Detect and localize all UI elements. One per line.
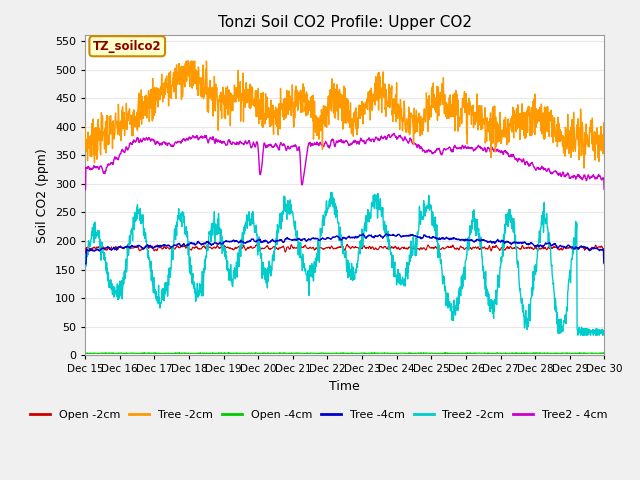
Text: TZ_soilco2: TZ_soilco2 — [93, 40, 161, 53]
Y-axis label: Soil CO2 (ppm): Soil CO2 (ppm) — [36, 148, 49, 243]
Title: Tonzi Soil CO2 Profile: Upper CO2: Tonzi Soil CO2 Profile: Upper CO2 — [218, 15, 472, 30]
X-axis label: Time: Time — [330, 380, 360, 393]
Legend: Open -2cm, Tree -2cm, Open -4cm, Tree -4cm, Tree2 -2cm, Tree2 - 4cm: Open -2cm, Tree -2cm, Open -4cm, Tree -4… — [26, 406, 612, 424]
